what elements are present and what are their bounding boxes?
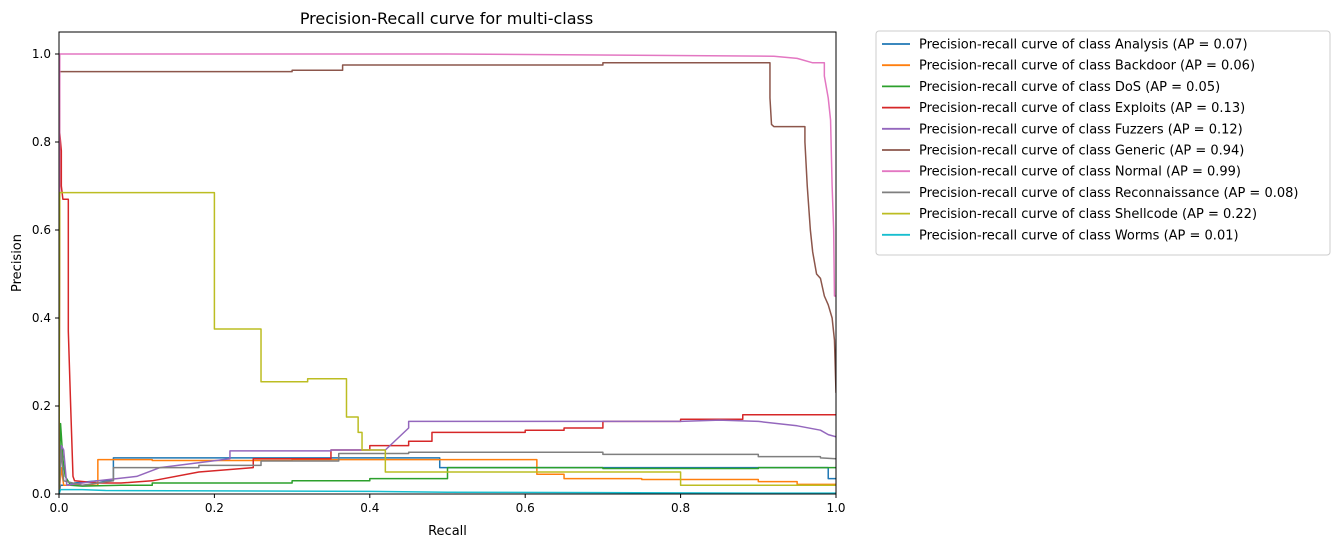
y-tick-label: 0.8 xyxy=(32,135,51,149)
legend-label: Precision-recall curve of class Generic … xyxy=(919,144,1244,159)
legend-label: Precision-recall curve of class Reconnai… xyxy=(919,186,1298,201)
legend-label: Precision-recall curve of class Backdoor… xyxy=(919,59,1255,74)
x-tick-label: 0.4 xyxy=(360,501,379,515)
plot-frame xyxy=(58,31,837,495)
legend-label: Precision-recall curve of class DoS (AP … xyxy=(919,80,1220,95)
series-layer xyxy=(59,53,836,494)
x-tick-label: 0.2 xyxy=(205,501,224,515)
series-line-6 xyxy=(59,53,836,494)
series-line-3 xyxy=(59,132,836,494)
legend-label: Precision-recall curve of class Shellcod… xyxy=(919,207,1257,222)
series-line-7 xyxy=(59,449,836,494)
y-axis-label: Precision xyxy=(10,234,25,292)
x-tick-label: 0.0 xyxy=(49,501,68,515)
x-tick-label: 1.0 xyxy=(826,501,845,515)
legend-label: Precision-recall curve of class Analysis… xyxy=(919,38,1248,53)
legend-label: Precision-recall curve of class Fuzzers … xyxy=(919,122,1243,137)
x-tick-label: 0.8 xyxy=(671,501,690,515)
y-axis: 0.0 0.2 0.4 0.6 0.8 1.0 xyxy=(32,47,59,501)
y-tick-label: 0.2 xyxy=(32,399,51,413)
series-line-9 xyxy=(59,488,836,494)
legend: Precision-recall curve of class Analysis… xyxy=(875,30,1331,256)
y-tick-label: 0.6 xyxy=(32,223,51,237)
y-tick-label: 1.0 xyxy=(32,47,51,61)
legend-label: Precision-recall curve of class Normal (… xyxy=(919,165,1241,180)
y-tick-label: 0.0 xyxy=(32,487,51,501)
legend-label: Precision-recall curve of class Worms (A… xyxy=(919,228,1239,243)
chart-title: Precision-Recall curve for multi-class xyxy=(300,9,593,28)
x-tick-label: 0.6 xyxy=(516,501,535,515)
series-line-2 xyxy=(59,422,836,494)
legend-label: Precision-recall curve of class Exploits… xyxy=(919,101,1245,116)
series-line-8 xyxy=(59,191,836,494)
legend-frame xyxy=(875,30,1331,256)
series-line-5 xyxy=(59,62,836,494)
x-axis: 0.0 0.2 0.4 0.6 0.8 1.0 xyxy=(49,494,846,515)
x-axis-label: Recall xyxy=(428,524,467,539)
y-tick-label: 0.4 xyxy=(32,311,51,325)
series-line-4 xyxy=(59,419,836,494)
